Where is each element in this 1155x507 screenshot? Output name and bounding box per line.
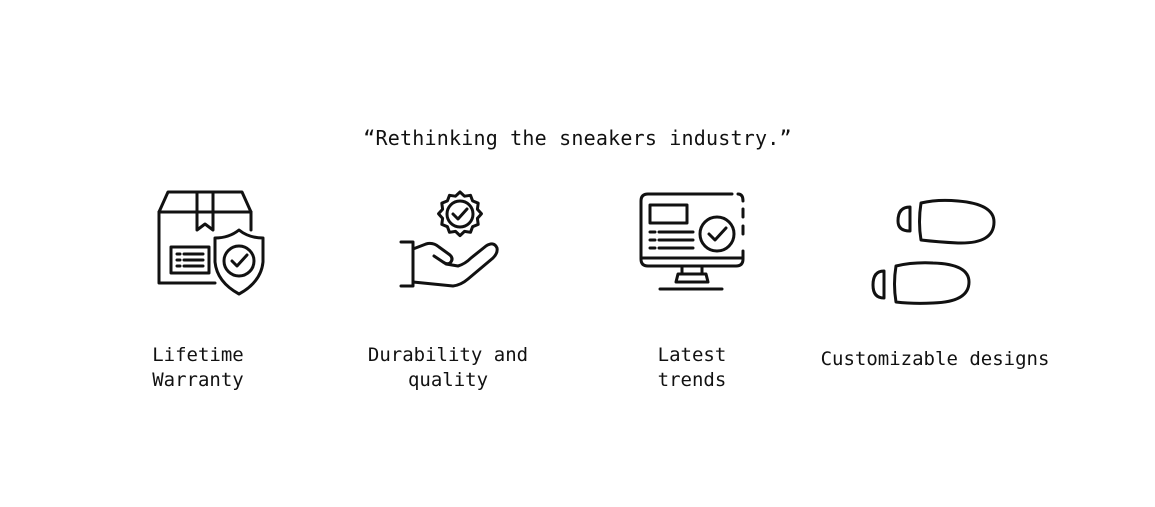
footprints-icon bbox=[868, 196, 1000, 310]
hand-badge-icon bbox=[398, 189, 502, 295]
feature-label-customizable: Customizable designs bbox=[820, 348, 1050, 370]
feature-label-trends: Latest trends bbox=[657, 344, 727, 391]
feature-label-warranty: Lifetime Warranty bbox=[152, 344, 244, 391]
feature-label-durability: Durability and quality bbox=[367, 344, 529, 391]
tagline: “Rethinking the sneakers industry.” bbox=[363, 126, 792, 150]
package-shield-icon bbox=[155, 188, 270, 298]
monitor-check-icon bbox=[638, 191, 748, 293]
